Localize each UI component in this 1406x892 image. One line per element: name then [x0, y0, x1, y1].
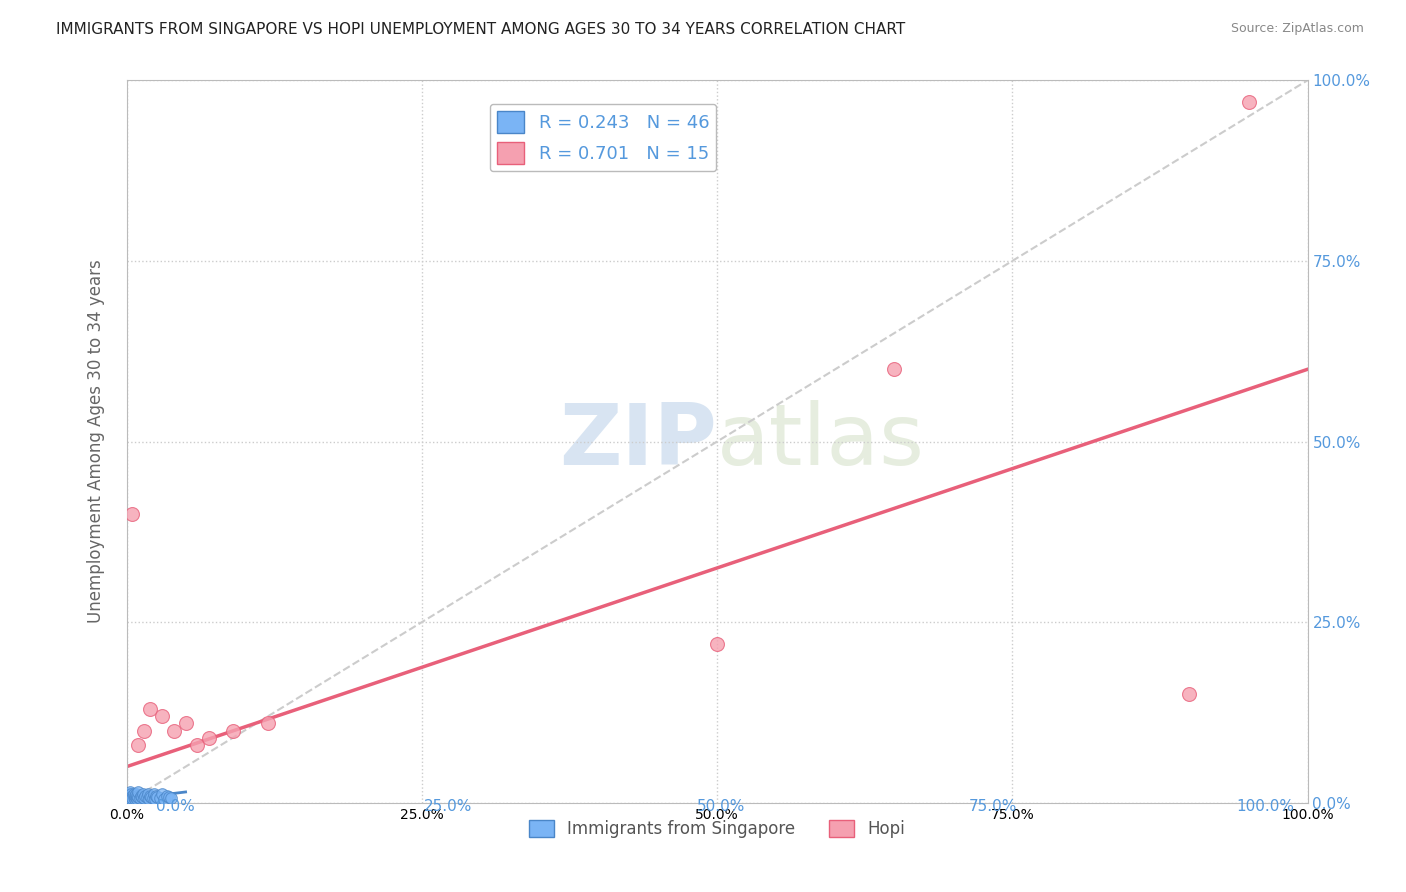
Point	[117, 789, 139, 803]
Point	[1237, 95, 1260, 109]
Point	[125, 790, 148, 805]
Point	[121, 791, 143, 805]
Point	[157, 790, 180, 805]
Point	[128, 791, 150, 805]
Point	[198, 731, 221, 745]
Point	[117, 792, 139, 806]
Point	[153, 792, 176, 806]
Point	[883, 362, 905, 376]
Text: Source: ZipAtlas.com: Source: ZipAtlas.com	[1230, 22, 1364, 36]
Y-axis label: Unemployment Among Ages 30 to 34 years: Unemployment Among Ages 30 to 34 years	[87, 260, 105, 624]
Point	[143, 792, 166, 806]
Point	[138, 792, 160, 806]
Point	[127, 785, 149, 799]
Point	[124, 789, 146, 803]
Point	[121, 507, 143, 521]
Point	[257, 716, 280, 731]
Point	[127, 738, 149, 752]
Point	[139, 789, 162, 803]
Point	[134, 723, 156, 738]
Point	[115, 792, 138, 806]
Point	[163, 723, 186, 738]
Point	[120, 787, 142, 801]
Point	[125, 787, 148, 801]
Point	[174, 716, 197, 731]
Point	[129, 789, 152, 803]
Point	[131, 790, 153, 805]
Point	[118, 791, 141, 805]
Point	[149, 791, 172, 805]
Text: atlas: atlas	[717, 400, 925, 483]
Point	[120, 789, 142, 803]
Point	[122, 790, 145, 805]
Point	[122, 787, 145, 801]
Text: IMMIGRANTS FROM SINGAPORE VS HOPI UNEMPLOYMENT AMONG AGES 30 TO 34 YEARS CORRELA: IMMIGRANTS FROM SINGAPORE VS HOPI UNEMPL…	[56, 22, 905, 37]
Point	[127, 790, 149, 805]
Point	[142, 787, 165, 801]
Point	[118, 790, 141, 805]
Point	[134, 789, 156, 803]
Point	[124, 792, 146, 806]
Point	[120, 790, 142, 805]
Point	[132, 787, 155, 801]
Point	[706, 637, 728, 651]
Point	[160, 791, 183, 805]
Point	[120, 792, 142, 806]
Point	[139, 702, 162, 716]
Point	[150, 787, 173, 801]
Text: ZIP: ZIP	[560, 400, 717, 483]
Point	[145, 789, 167, 803]
Point	[146, 790, 169, 805]
Point	[135, 790, 157, 805]
Legend: Immigrants from Singapore, Hopi: Immigrants from Singapore, Hopi	[523, 814, 911, 845]
Point	[150, 709, 173, 723]
Point	[186, 738, 208, 752]
Point	[136, 787, 159, 801]
Point	[120, 785, 142, 799]
Point	[141, 790, 163, 805]
Point	[118, 787, 141, 801]
Point	[1178, 687, 1201, 701]
Point	[121, 789, 143, 803]
Point	[141, 791, 163, 805]
Point	[134, 791, 156, 805]
Point	[127, 792, 149, 806]
Point	[156, 789, 179, 803]
Point	[120, 792, 142, 806]
Point	[127, 789, 149, 803]
Point	[222, 723, 245, 738]
